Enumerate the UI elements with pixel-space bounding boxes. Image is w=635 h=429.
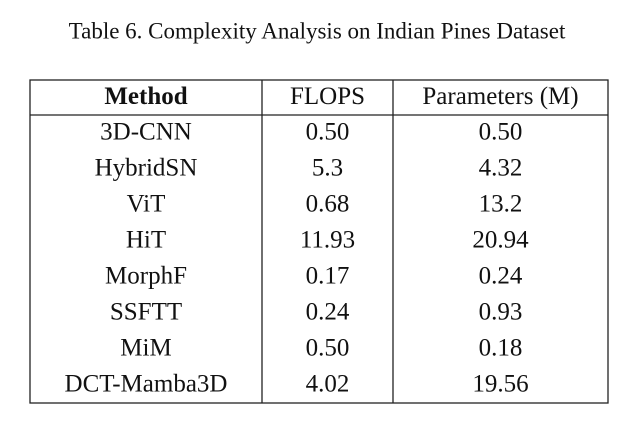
table-cell: 13.2 [479, 191, 523, 218]
table-cell: SSFTT [110, 299, 182, 326]
table-cell: DCT-Mamba3D [65, 371, 228, 398]
table-cell: 0.68 [306, 191, 350, 218]
table-cell: 0.18 [479, 335, 523, 362]
table-cell: 11.93 [300, 227, 355, 254]
table-cell: 20.94 [472, 227, 529, 254]
table-cell: 0.24 [479, 263, 523, 290]
table-cell: 0.24 [306, 299, 350, 326]
header-cell: Method [104, 83, 187, 110]
table-cell: 0.50 [306, 335, 350, 362]
table-cell: 0.93 [479, 299, 523, 326]
table-cell: ViT [127, 191, 166, 218]
table-cell: HybridSN [95, 155, 198, 182]
table-cell: 0.50 [479, 119, 523, 146]
table-cell: 19.56 [472, 371, 528, 398]
table-cell: 4.32 [479, 155, 523, 182]
table-cell: 4.02 [306, 371, 350, 398]
table-title: Table 6. Complexity Analysis on Indian P… [69, 18, 566, 43]
table-cell: 3D-CNN [100, 119, 192, 146]
table-border [29, 79, 609, 404]
table-cell: MorphF [105, 263, 187, 290]
table-cell: HiT [126, 227, 166, 254]
table-cell: 0.17 [306, 263, 350, 290]
table-cell: 5.3 [312, 155, 343, 182]
header-cell: Parameters (M) [422, 83, 578, 110]
header-cell: FLOPS [290, 83, 365, 110]
table-cell: MiM [120, 335, 171, 362]
table-cell: 0.50 [306, 119, 350, 146]
